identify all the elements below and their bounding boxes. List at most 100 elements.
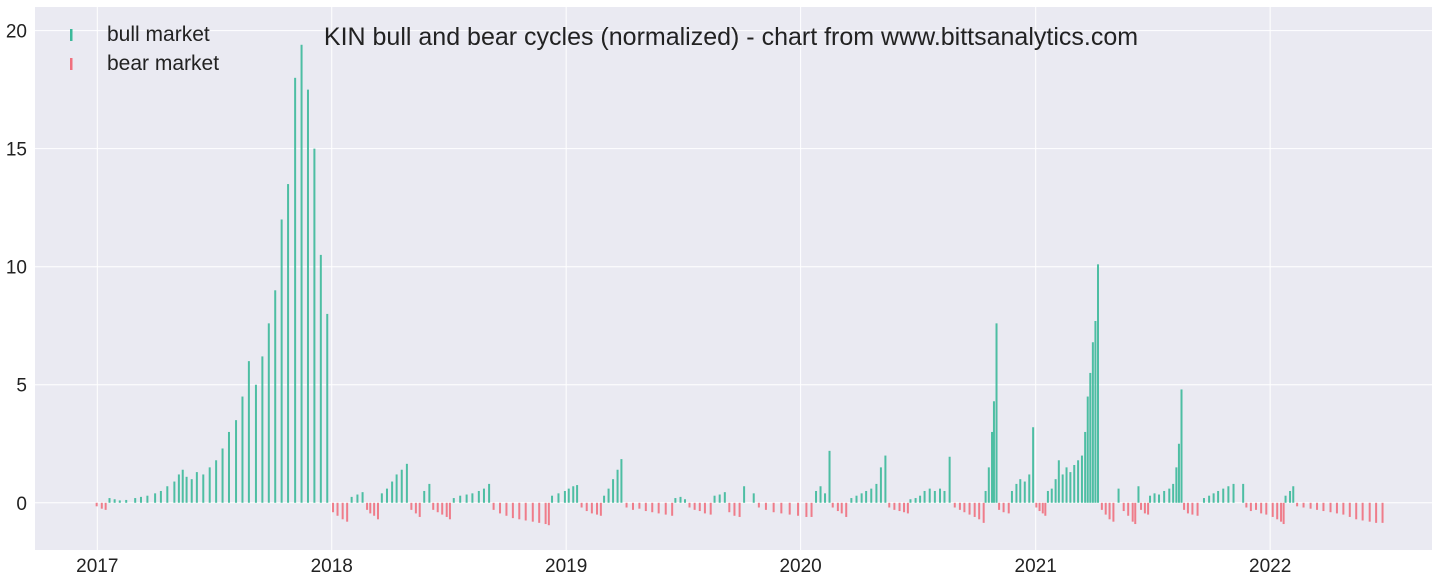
bull-market-bar [743, 486, 746, 503]
bull-market-bar [1292, 486, 1295, 503]
bull-market-bar [190, 479, 193, 503]
bull-market-bar [1091, 342, 1094, 503]
bear-market-bar [644, 502, 647, 512]
bear-market-bar [332, 502, 335, 513]
bull-market-bar [616, 469, 619, 503]
bear-market-bar [664, 502, 667, 515]
bull-market-bar [391, 481, 394, 503]
bear-market-bar [1131, 502, 1134, 522]
legend-bull-swatch [70, 29, 73, 41]
bull-market-bar [1222, 488, 1225, 503]
bull-market-bar [909, 499, 912, 503]
bear-market-bar [366, 502, 369, 510]
bear-market-bar [1280, 502, 1283, 522]
bear-market-bar [888, 502, 891, 508]
bull-market-bar [195, 472, 198, 503]
bull-market-bar [185, 476, 188, 503]
bull-market-bar [125, 499, 128, 503]
bull-market-bar [385, 488, 388, 503]
bear-market-bar [531, 502, 534, 522]
bull-market-bar [1217, 490, 1220, 503]
bear-market-bar [1265, 502, 1268, 515]
bear-market-bar [1143, 502, 1146, 514]
bear-market-bar [1361, 502, 1364, 521]
bull-market-bar [221, 448, 224, 503]
bull-market-bar [235, 420, 238, 503]
bull-market-bar [713, 495, 716, 503]
bull-market-bar [319, 254, 322, 503]
bull-market-bar [1061, 474, 1064, 503]
y-tick-label: 20 [6, 22, 27, 43]
bull-market-bar [1168, 488, 1171, 503]
bull-market-bar [459, 495, 462, 503]
y-tick-label: 0 [16, 494, 27, 515]
bull-market-bar [1015, 483, 1018, 503]
bear-market-bar [1296, 502, 1299, 507]
bull-market-bar [870, 488, 873, 503]
bear-market-bar [524, 502, 527, 521]
bear-market-bar [840, 502, 843, 514]
bull-market-bar [875, 483, 878, 503]
bear-market-bar [1112, 502, 1115, 522]
bull-market-bar [208, 467, 211, 503]
bear-market-bar [651, 502, 654, 513]
bear-market-bar [1276, 502, 1279, 520]
bear-market-bar [898, 502, 901, 512]
bull-market-bar [471, 493, 474, 503]
bull-market-bar [254, 384, 257, 503]
bull-market-bar [173, 481, 176, 503]
bear-market-bar [505, 502, 508, 516]
bull-market-bar [1172, 483, 1175, 503]
bull-market-bar [1010, 490, 1013, 503]
bear-market-bar [738, 502, 741, 517]
bear-market-bar [968, 502, 971, 515]
bear-market-bar [585, 502, 588, 512]
bull-market-bar [1227, 486, 1230, 503]
bear-market-bar [973, 502, 976, 517]
bull-market-bar [860, 493, 863, 503]
bear-market-bar [1348, 502, 1351, 517]
bear-market-bar [903, 502, 906, 513]
bull-market-bar [350, 496, 353, 503]
bear-market-bar [638, 502, 641, 509]
bear-market-bar [1140, 502, 1143, 510]
bear-market-bar [492, 502, 495, 510]
bear-market-bar [1355, 502, 1358, 520]
bear-market-bar [1122, 502, 1125, 512]
x-tick-label: 2020 [779, 556, 821, 577]
bull-market-bar [139, 496, 142, 503]
bear-market-bar [432, 502, 435, 510]
bull-market-bar [1046, 490, 1049, 503]
bear-market-bar [1041, 502, 1044, 514]
bear-market-bar [448, 502, 451, 520]
bear-market-bar [693, 502, 696, 510]
bear-market-bar [1044, 502, 1047, 516]
bull-market-bar [684, 499, 687, 503]
bear-market-bar [538, 502, 541, 523]
bear-market-bar [1007, 502, 1010, 514]
bull-market-bar [1202, 498, 1205, 503]
bull-market-bar [154, 493, 157, 503]
bull-market-bar [850, 498, 853, 503]
bull-market-bar [280, 219, 283, 503]
bear-market-bar [845, 502, 848, 517]
bull-market-bar [118, 500, 121, 503]
bull-market-bar [674, 498, 677, 503]
bull-market-bar [1289, 490, 1292, 503]
bull-market-bar [241, 396, 244, 503]
bear-market-bar [805, 502, 808, 517]
bear-market-bar [906, 502, 909, 514]
bear-market-bar [810, 502, 813, 517]
bear-market-bar [445, 502, 448, 517]
bull-market-bar [992, 401, 995, 503]
bull-market-bar [567, 488, 570, 503]
bear-market-bar [1147, 502, 1150, 515]
bull-market-bar [557, 493, 560, 503]
bull-market-bar [933, 490, 936, 503]
bull-market-bar [884, 455, 887, 503]
bull-market-bar [938, 488, 941, 503]
bull-market-bar [1158, 494, 1161, 503]
bear-market-bar [95, 502, 98, 507]
bull-market-bar [361, 492, 364, 503]
bull-market-bar [1057, 460, 1060, 503]
